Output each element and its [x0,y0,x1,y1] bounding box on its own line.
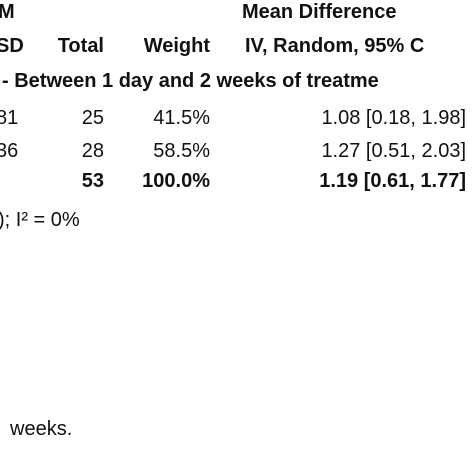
method-header-title: Mean Difference [242,1,397,23]
subtotal-ci: 1.19 [0.61, 1.77] [319,170,466,192]
heterogeneity-statistic: ); I² = 0% [0,209,80,231]
study-row-2-sd: 36 [0,140,19,162]
weight-column-header: Weight [143,35,210,57]
study-row-2-weight: 58.5% [153,140,210,162]
footnote-text: weeks. [10,418,73,440]
total-column-header: Total [57,35,104,57]
subtotal-total: 53 [81,170,104,192]
study-row-1-sd: 81 [0,107,19,129]
study-row-1-total: 25 [81,107,104,129]
sd-column-header: SD [0,35,24,57]
subgroup-heading: - Between 1 day and 2 weeks of treatme [2,70,379,92]
study-row-1-weight: 41.5% [153,107,210,129]
group-header-fragment: M [0,1,15,23]
study-row-2-total: 28 [81,140,104,162]
study-row-1-ci: 1.08 [0.18, 1.98] [321,107,466,129]
method-column-header: IV, Random, 95% C [245,35,425,57]
subtotal-weight: 100.0% [142,170,210,192]
study-row-2-ci: 1.27 [0.51, 2.03] [321,140,466,162]
